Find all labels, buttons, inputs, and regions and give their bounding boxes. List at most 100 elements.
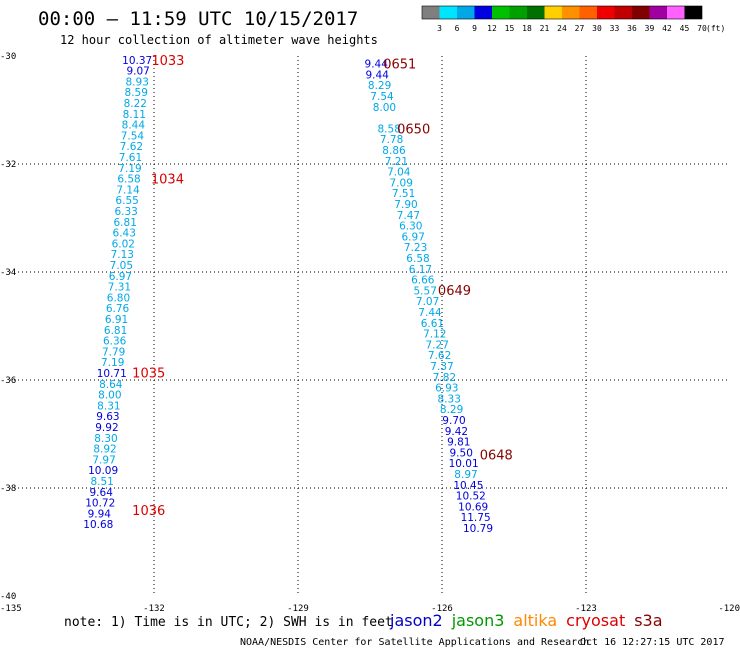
wave-height-value: 10.72 (85, 498, 115, 510)
wave-height-value: 7.13 (111, 249, 134, 261)
wave-height-value: 7.07 (416, 296, 439, 308)
legend-jason2: jason2 (389, 611, 443, 630)
wave-height-value: 8.59 (125, 87, 148, 99)
wave-height-value: 6.93 (435, 383, 458, 395)
wave-height-value: 10.71 (97, 368, 127, 380)
axis-ticks: -135 -132 -129 -126 -123 -120 -30 -32 -34 -36 -38 -… (0, 52, 740, 614)
colorbar-swatch (422, 6, 440, 19)
legend-s3a: s3a (634, 611, 662, 630)
wave-height-value: 8.11 (123, 109, 146, 121)
wave-height-value: 10.37 (122, 55, 152, 67)
time-label: 0651 (383, 58, 416, 73)
wave-height-values: 10.379.078.938.598.228.118.447.547.627.6… (83, 55, 493, 535)
colorbar-unit: (ft) (706, 24, 725, 33)
colorbar-tick-label: 30 (592, 24, 602, 33)
wave-height-value: 8.92 (93, 444, 116, 456)
colorbar-swatch (527, 6, 545, 19)
wave-height-value: 6.36 (103, 336, 127, 348)
grid-lines (10, 56, 730, 596)
legend-altika: altika (513, 611, 557, 630)
chart-subtitle: 12 hour collection of altimeter wave hei… (60, 33, 378, 47)
time-label: 0649 (438, 284, 471, 299)
colorbar-swatch (544, 6, 562, 19)
wave-height-value: 6.80 (107, 292, 130, 304)
wave-height-value: 6.91 (105, 314, 128, 326)
wave-height-value: 10.79 (463, 523, 493, 535)
colorbar-tick-label: 39 (645, 24, 655, 33)
wave-height-value: 6.66 (411, 275, 435, 287)
wave-height-value: 6.81 (104, 325, 127, 337)
wave-height-value: 9.81 (447, 437, 470, 449)
colorbar-tick-label: 21 (540, 24, 550, 33)
colorbar-swatch (649, 6, 667, 19)
colorbar-tick-label: 42 (662, 24, 672, 33)
colorbar-swatch (492, 6, 510, 19)
time-label: 1036 (132, 504, 165, 519)
wave-height-value: 9.50 (450, 447, 473, 459)
wave-height-value: 8.44 (122, 120, 146, 132)
wave-height-value: 8.64 (99, 379, 123, 391)
footer-timestamp: Oct 16 12:27:15 UTC 2017 (580, 637, 725, 648)
wave-height-value: 7.47 (397, 210, 420, 222)
wave-height-value: 9.42 (445, 426, 468, 438)
time-label: 0650 (397, 122, 430, 137)
wave-height-value: 8.97 (454, 469, 477, 481)
wave-height-value: 8.00 (98, 390, 121, 402)
colorbar-tick-label: 12 (487, 24, 497, 33)
colorbar-tick-label: 15 (505, 24, 515, 33)
wave-height-value: 7.51 (392, 188, 415, 200)
legend-cryosat: cryosat (566, 611, 625, 630)
footer-note: note: 1) Time is in UTC; 2) SWH is in fe… (64, 615, 393, 630)
wave-height-value: 8.33 (438, 393, 461, 405)
wave-height-value: 7.19 (101, 357, 124, 369)
wave-height-value: 7.62 (120, 141, 143, 153)
y-tick-label: -38 (0, 484, 16, 494)
colorbar-swatch (509, 6, 527, 19)
legend-jason3: jason3 (451, 611, 505, 630)
x-tick-label: -120 (718, 604, 740, 614)
wave-height-value: 10.69 (458, 501, 488, 513)
wave-height-value: 7.78 (380, 134, 403, 146)
colorbar-tick-label: 33 (610, 24, 620, 33)
wave-height-value: 8.86 (382, 145, 406, 157)
colorbar-tick-label: 27 (575, 24, 585, 33)
y-tick-label: -34 (0, 268, 16, 278)
wave-height-value: 10.68 (83, 519, 113, 531)
wave-height-value: 6.81 (114, 217, 137, 229)
colorbar-tick-label: 36 (627, 24, 637, 33)
wave-height-value: 8.22 (124, 98, 147, 110)
wave-height-value: 10.01 (449, 458, 479, 470)
x-tick-label: -129 (287, 604, 309, 614)
wave-height-value: 7.27 (426, 339, 449, 351)
wave-height-value: 6.58 (117, 174, 140, 186)
wave-height-value: 7.23 (404, 242, 427, 254)
wave-height-value: 9.94 (88, 508, 112, 520)
y-tick-label: -32 (0, 160, 16, 170)
colorbar-swatch (632, 6, 650, 19)
wave-height-value: 7.37 (430, 361, 453, 373)
wave-height-value: 7.61 (119, 152, 142, 164)
wave-height-value: 6.97 (109, 271, 132, 283)
wave-height-value: 6.58 (406, 253, 429, 265)
colorbar-swatch (667, 6, 685, 19)
wave-height-value: 7.79 (102, 346, 125, 358)
wave-height-value: 10.09 (88, 465, 118, 477)
colorbar-tick-label: 45 (680, 24, 690, 33)
y-tick-label: -36 (0, 376, 16, 386)
time-labels: 1033 1034 1035 1036 0651 0650 0649 0648 (132, 54, 513, 519)
wave-height-value: 7.09 (390, 177, 413, 189)
wave-height-value: 10.45 (453, 480, 483, 492)
wave-height-value: 6.17 (409, 264, 432, 276)
wave-height-value: 6.61 (421, 318, 444, 330)
colorbar-swatch (439, 6, 457, 19)
wave-height-value: 7.90 (394, 199, 417, 211)
wave-height-value: 7.82 (433, 372, 456, 384)
wave-height-value: 6.97 (402, 231, 425, 243)
wave-height-value: 8.29 (368, 80, 391, 92)
x-tick-label: -135 (0, 604, 22, 614)
y-tick-label: -40 (0, 592, 16, 602)
colorbar-swatch (562, 6, 580, 19)
wave-height-value: 8.30 (94, 433, 117, 445)
